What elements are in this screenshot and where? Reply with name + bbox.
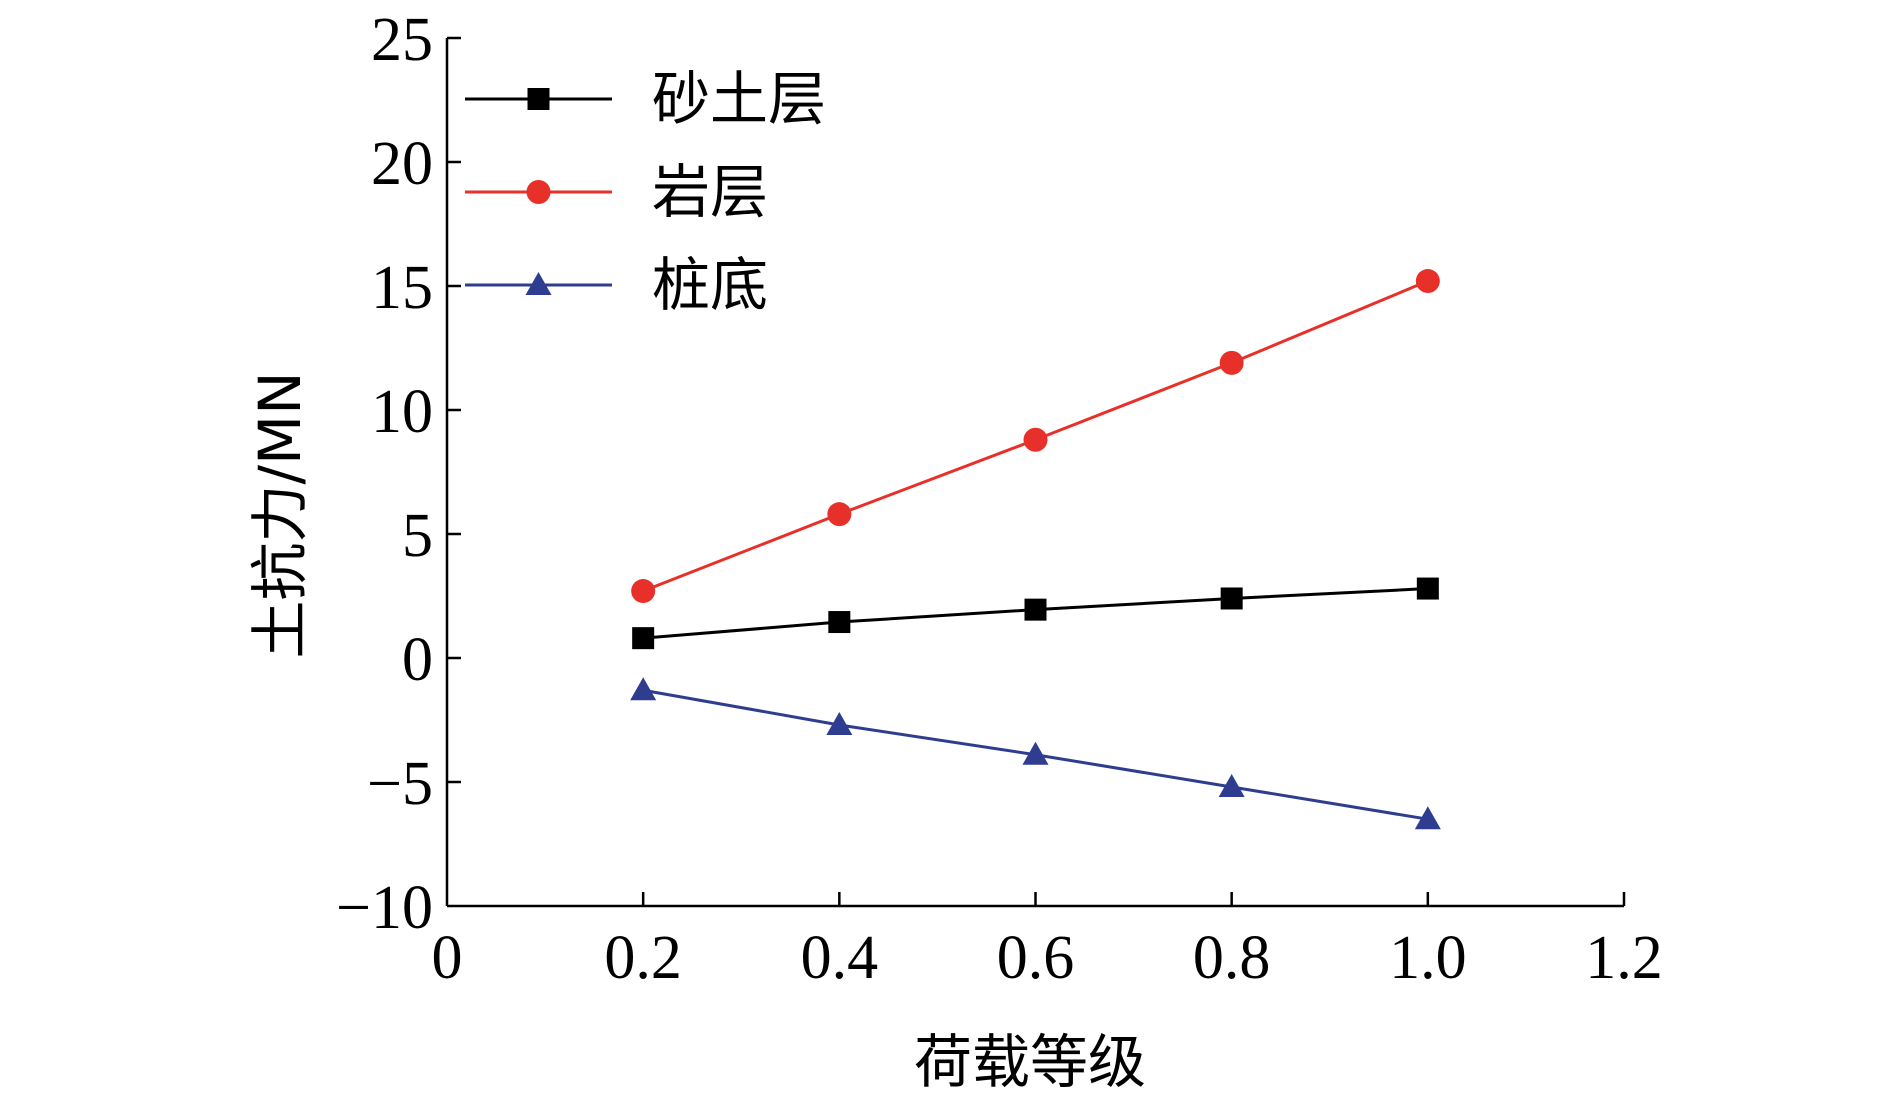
- data-point: [1415, 269, 1440, 294]
- data-point: [1218, 773, 1245, 797]
- x-axis-title: 荷载等级: [914, 1028, 1146, 1096]
- series-3: [630, 677, 1441, 830]
- ticks: 0 0.2 0.4 0.6 0.8 1.0 1.2 −10 −5 0 5 10 15 20 25: [336, 6, 1663, 992]
- legend-label: 桩底: [652, 251, 768, 319]
- x-tick-label: 0: [432, 924, 463, 992]
- data-point: [630, 677, 657, 701]
- data-point: [1414, 806, 1441, 830]
- series-layer: [630, 269, 1441, 830]
- data-point: [1220, 587, 1243, 610]
- legend-marker: [527, 88, 550, 110]
- legend-entry: 桩底: [465, 251, 768, 319]
- data-point: [632, 627, 655, 650]
- x-tick-label: 0.2: [604, 924, 682, 992]
- x-tick-label: 0.6: [997, 924, 1075, 992]
- legend-label: 砂土层: [652, 65, 826, 133]
- data-point: [827, 502, 852, 527]
- data-point: [1219, 350, 1244, 375]
- legend-marker: [526, 180, 551, 204]
- y-tick-label: −5: [367, 750, 433, 818]
- y-tick-label: 10: [371, 378, 433, 446]
- data-point: [1416, 577, 1439, 600]
- y-tick-label: 25: [371, 6, 433, 74]
- y-tick-label: 15: [371, 254, 433, 322]
- data-point: [1023, 427, 1048, 452]
- data-point: [1022, 741, 1049, 765]
- y-axis-title: 土抗力/MN: [246, 372, 314, 659]
- y-tick-label: 0: [402, 626, 433, 694]
- legend-label: 岩层: [652, 158, 768, 226]
- x-tick-label: 1.0: [1389, 924, 1467, 992]
- y-tick-label: 20: [371, 130, 433, 198]
- data-point: [826, 711, 853, 735]
- axes: [445, 38, 1624, 908]
- data-point: [1024, 598, 1047, 621]
- x-tick-label: 1.2: [1585, 924, 1663, 992]
- legend-marker: [525, 272, 552, 295]
- data-point: [828, 611, 851, 634]
- series-1: [632, 577, 1439, 650]
- x-tick-label: 0.4: [801, 924, 879, 992]
- y-tick-label: −10: [336, 874, 433, 942]
- x-tick-label: 0.8: [1193, 924, 1271, 992]
- legend-entry: 岩层: [465, 158, 768, 226]
- legend-entry: 砂土层: [465, 65, 826, 133]
- y-tick-label: 5: [402, 502, 433, 570]
- series-2: [631, 269, 1440, 604]
- data-point: [631, 579, 656, 604]
